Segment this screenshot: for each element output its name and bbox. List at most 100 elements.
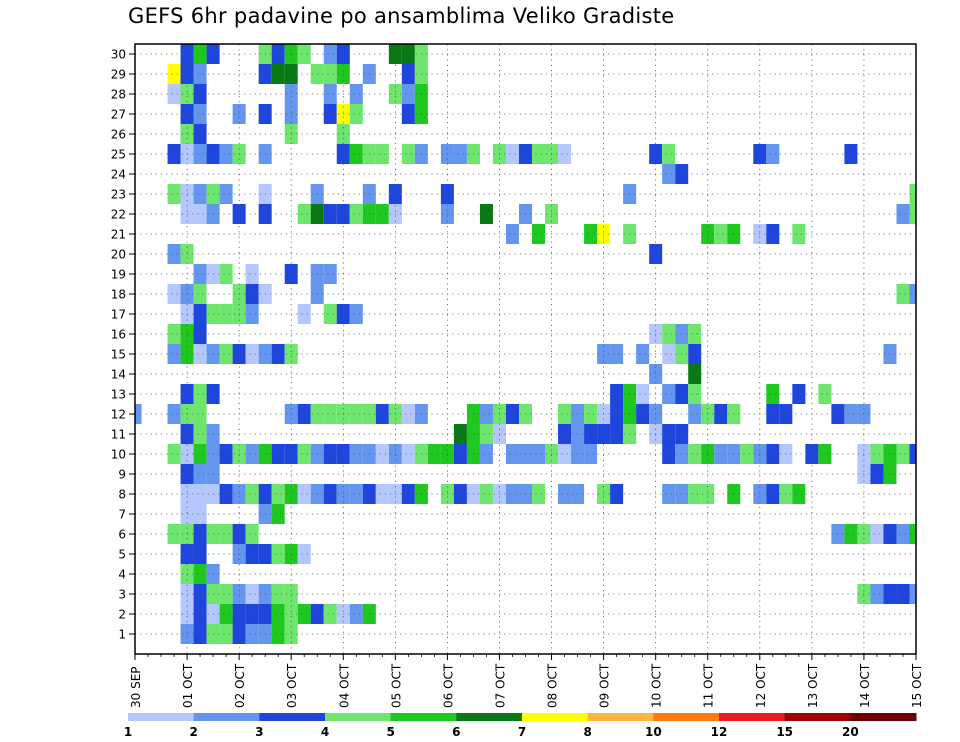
heatmap-cell (584, 224, 598, 244)
heatmap-cell (193, 304, 207, 324)
heatmap-cell (584, 444, 598, 464)
heatmap-cell (193, 504, 207, 524)
heatmap-cell (896, 584, 910, 604)
heatmap-cell (532, 444, 546, 464)
heatmap-cell (844, 404, 858, 424)
heatmap-cell (870, 584, 884, 604)
heatmap-cell (323, 304, 337, 324)
heatmap-cell (427, 444, 441, 464)
heatmap-cell (375, 444, 389, 464)
heatmap-cell (271, 484, 285, 504)
heatmap-cell (193, 184, 207, 204)
heatmap-cell (714, 224, 728, 244)
heatmap-cell (909, 584, 916, 604)
colorbar-swatch (390, 713, 457, 721)
heatmap-cell (505, 224, 519, 244)
heatmap-cell (193, 264, 207, 284)
heatmap-cell (193, 284, 207, 304)
heatmap-cell (766, 404, 780, 424)
colorbar-label: 2 (189, 725, 197, 739)
y-tick-label: 8 (118, 488, 126, 502)
heatmap-cell (323, 444, 337, 464)
heatmap-cell (297, 204, 311, 224)
x-axis: 30 SEP 01 OCT 02 OCT 03 OCT 04 OCT 05 OCT 06 O… (129, 654, 924, 708)
heatmap-cell (323, 44, 337, 64)
heatmap-cell (401, 404, 415, 424)
heatmap-cell (245, 604, 259, 624)
x-tick-label: 02 OCT (233, 663, 247, 708)
y-tick-label: 7 (118, 508, 126, 522)
heatmap-cell (349, 604, 363, 624)
heatmap-cell (662, 484, 676, 504)
heatmap-cell (219, 144, 233, 164)
heatmap-cell (688, 344, 702, 364)
heatmap-cell (844, 524, 858, 544)
heatmap-cell (193, 384, 207, 404)
heatmap-cell (401, 444, 415, 464)
heatmap-cell (271, 444, 285, 464)
heatmap-cell (896, 284, 910, 304)
heatmap-cell (193, 324, 207, 344)
heatmap-cell (297, 544, 311, 564)
heatmap-cell (167, 144, 181, 164)
x-tick-label: 10 OCT (650, 663, 664, 708)
heatmap-cell (193, 624, 207, 644)
heatmap-cell (532, 224, 546, 244)
y-tick-label: 26 (111, 128, 126, 142)
x-tick-label: 09 OCT (598, 663, 612, 708)
heatmap-cell (193, 484, 207, 504)
heatmap-cell (323, 204, 337, 224)
y-tick-label: 9 (118, 468, 126, 482)
colorbar-label: 8 (583, 725, 591, 739)
heatmap-cell (584, 404, 598, 424)
y-tick-label: 14 (111, 368, 126, 382)
heatmap-cell (297, 404, 311, 424)
heatmap-cell (479, 484, 493, 504)
colorbar-swatch (456, 713, 523, 721)
heatmap-cell (245, 284, 259, 304)
heatmap-cell (193, 424, 207, 444)
y-tick-label: 24 (111, 168, 126, 182)
heatmap-cell (818, 384, 832, 404)
heatmap-cell (610, 344, 624, 364)
heatmap-cell (558, 484, 572, 504)
heatmap-cell (896, 524, 910, 544)
heatmap-cell (271, 64, 285, 84)
x-tick-label: 03 OCT (285, 663, 299, 708)
heatmap-cell (219, 524, 233, 544)
heatmap-cell (167, 284, 181, 304)
colorbar-swatch (587, 713, 654, 721)
heatmap-cell (167, 524, 181, 544)
heatmap-cells (135, 44, 916, 644)
heatmap-cell (740, 444, 754, 464)
x-tick-label: 15 OCT (910, 663, 924, 708)
heatmap-cell (349, 484, 363, 504)
colorbar-label: 20 (842, 725, 859, 739)
heatmap-cell (323, 264, 337, 284)
colorbar: 1 2 3 4 5 6 7 8 10 12 15 20 (124, 713, 917, 739)
colorbar-swatch (850, 713, 917, 721)
heatmap-cell (193, 564, 207, 584)
heatmap-cell (662, 424, 676, 444)
heatmap-cell (479, 444, 493, 464)
heatmap-cell (662, 144, 676, 164)
heatmap-cell (766, 484, 780, 504)
heatmap-cell (896, 204, 910, 224)
heatmap-cell (349, 404, 363, 424)
colorbar-label: 7 (518, 725, 526, 739)
heatmap-cell (714, 444, 728, 464)
heatmap-cell (558, 444, 572, 464)
colorbar-label: 6 (452, 725, 460, 739)
y-tick-label: 11 (111, 428, 126, 442)
x-tick-label: 04 OCT (337, 663, 351, 708)
heatmap-cell (375, 204, 389, 224)
heatmap-cell (245, 444, 259, 464)
gridlines (134, 44, 917, 654)
heatmap-cell (193, 544, 207, 564)
heatmap-cell (688, 484, 702, 504)
heatmap-cell (219, 184, 233, 204)
heatmap-cell (167, 444, 181, 464)
y-tick-label: 18 (111, 288, 126, 302)
heatmap-cell (610, 404, 624, 424)
heatmap-cell (610, 384, 624, 404)
